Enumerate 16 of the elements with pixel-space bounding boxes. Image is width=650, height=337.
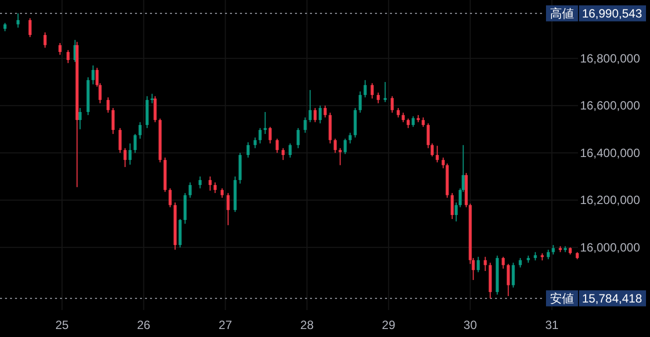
ref-line-label: 安値 <box>550 291 574 306</box>
ref-line-label: 高値 <box>550 6 574 20</box>
annotation: 15,784,418 <box>579 290 646 306</box>
x-tick-label: 26 <box>137 318 151 332</box>
y-tick-label: 16,600,000 <box>580 98 640 113</box>
y-tick-label: 16,400,000 <box>580 146 640 160</box>
x-tick-label: 31 <box>545 318 559 332</box>
x-tick-label: 28 <box>300 318 314 332</box>
annotation: 16,990,543 <box>579 5 646 22</box>
x-tick-label: 29 <box>382 318 396 332</box>
y-tick-label: 16,000,000 <box>580 240 640 254</box>
x-tick-label: 25 <box>55 318 70 332</box>
x-tick-label: 30 <box>464 318 478 332</box>
y-tick-label: 16,800,000 <box>580 51 640 66</box>
x-tick-label: 27 <box>218 318 232 332</box>
y-tick-label: 16,200,000 <box>580 193 640 208</box>
